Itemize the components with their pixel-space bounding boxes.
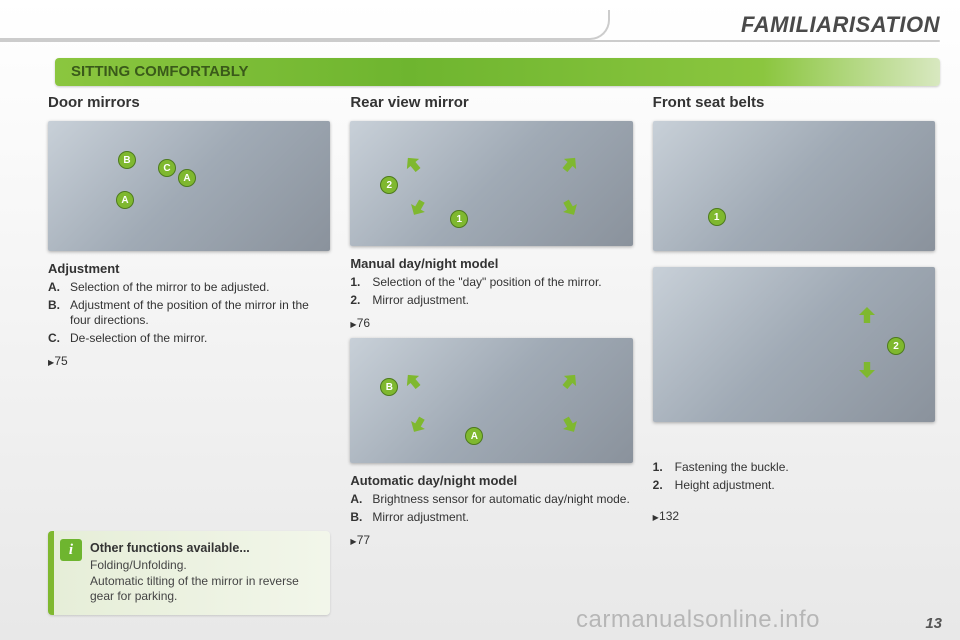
col2-sub1: Manual day/night model [350,256,632,271]
list-item: A.Brightness sensor for automatic day/ni… [350,492,632,508]
arrow-icon [558,153,581,176]
info-text: Folding/Unfolding. [90,558,318,574]
arrow-icon [559,414,581,436]
list-item: B.Mirror adjustment. [350,510,632,526]
content-columns: Door mirrors B C A A Adjustment A.Select… [48,94,935,615]
col-front-seat-belts: Front seat belts 1 2 1.Fastening the buc… [653,94,935,615]
badge-1b: 1 [708,208,726,226]
item-text: De-selection of the mirror. [70,331,207,347]
item-label: C. [48,331,70,347]
badge-1: 1 [450,210,468,228]
item-label: A. [48,280,70,296]
page-ref: 132 [653,509,935,523]
badge-a3: A [465,427,483,445]
item-label: B. [48,298,70,329]
item-text: Selection of the "day" position of the m… [372,275,601,291]
list-item: 2.Mirror adjustment. [350,293,632,309]
img-seat-belt-buckle: 1 [653,121,935,251]
arrow-icon [407,414,429,436]
badge-b2: B [380,378,398,396]
watermark: carmanualsonline.info [576,606,820,634]
arrow-icon [407,197,429,219]
item-label: 1. [350,275,372,291]
col-rear-view-mirror: Rear view mirror 2 1 Manual day/night mo… [350,94,632,615]
page: FAMILIARISATION SITTING COMFORTABLY Door… [0,0,960,640]
arrow-icon [859,362,875,378]
item-text: Selection of the mirror to be adjusted. [70,280,269,296]
col2-heading: Rear view mirror [350,94,632,111]
arrow-icon [859,307,875,323]
img-rear-mirror-auto: B A [350,338,632,463]
arrow-icon [558,370,581,393]
badge-2: 2 [380,176,398,194]
item-label: 1. [653,460,675,476]
item-label: 2. [350,293,372,309]
list-item: 1.Fastening the buckle. [653,460,935,476]
col3-heading: Front seat belts [653,94,935,111]
badge-a: A [178,169,196,187]
item-text: Adjustment of the position of the mirror… [70,298,330,329]
img-rear-mirror-manual: 2 1 [350,121,632,246]
section-title: SITTING COMFORTABLY [55,58,940,86]
badge-c: C [158,159,176,177]
page-ref: 77 [350,533,632,547]
badge-b: B [118,151,136,169]
arrow-icon [402,153,425,176]
col1-sub: Adjustment [48,261,330,276]
page-ref: 76 [350,316,632,330]
col-door-mirrors: Door mirrors B C A A Adjustment A.Select… [48,94,330,615]
list-item: B.Adjustment of the position of the mirr… [48,298,330,329]
header-line [0,40,940,42]
badge-2b: 2 [887,337,905,355]
list-item: 1.Selection of the "day" position of the… [350,275,632,291]
info-icon: i [60,539,82,561]
item-text: Brightness sensor for automatic day/nigh… [372,492,629,508]
item-text: Fastening the buckle. [675,460,789,476]
img-seat-belt-height: 2 [653,267,935,422]
list-item: C.De-selection of the mirror. [48,331,330,347]
badge-a2: A [116,191,134,209]
col1-heading: Door mirrors [48,94,330,111]
item-label: 2. [653,478,675,494]
item-label: B. [350,510,372,526]
chapter-title: FAMILIARISATION [741,12,940,38]
arrow-icon [559,197,581,219]
list-item: A.Selection of the mirror to be adjusted… [48,280,330,296]
page-ref: 75 [48,354,330,368]
info-box: i Other functions available... Folding/U… [48,531,330,615]
item-text: Mirror adjustment. [372,293,469,309]
item-label: A. [350,492,372,508]
list-item: 2.Height adjustment. [653,478,935,494]
header-curve [0,10,610,40]
img-door-mirror-controls: B C A A [48,121,330,251]
col2-sub2: Automatic day/night model [350,473,632,488]
info-text: Automatic tilting of the mirror in rever… [90,574,318,605]
info-title: Other functions available... [90,541,318,555]
item-text: Mirror adjustment. [372,510,469,526]
arrow-icon [402,370,425,393]
page-number: 13 [925,615,942,632]
item-text: Height adjustment. [675,478,775,494]
